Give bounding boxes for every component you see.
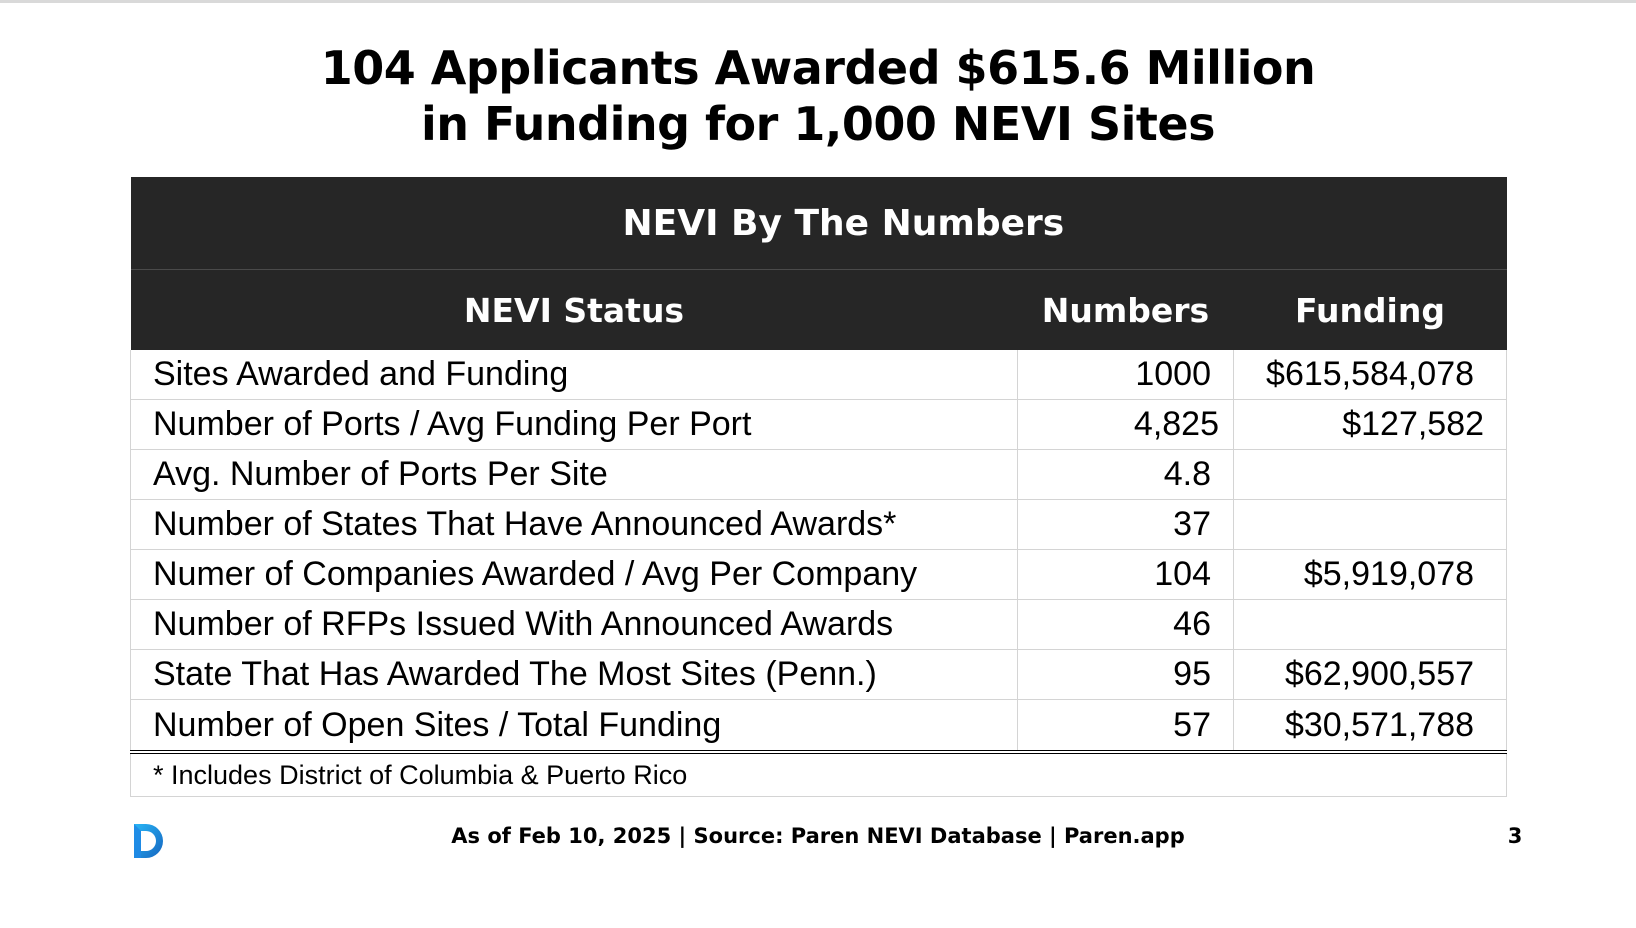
- row-number: 95: [1017, 649, 1234, 700]
- table-row: Numer of Companies Awarded / Avg Per Com…: [130, 549, 1508, 600]
- row-status: Number of Open Sites / Total Funding: [130, 699, 1018, 754]
- row-number: 57: [1017, 699, 1234, 754]
- table-row: Number of Open Sites / Total Funding 57 …: [130, 699, 1508, 754]
- header-nevi-status: NEVI Status: [130, 269, 1018, 350]
- row-number: 4,825: [1017, 399, 1234, 450]
- table-row: Sites Awarded and Funding 1000 $615,584,…: [130, 350, 1508, 400]
- table-row: Number of Ports / Avg Funding Per Port 4…: [130, 399, 1508, 450]
- header-funding: Funding: [1233, 269, 1507, 350]
- header-numbers: Numbers: [1017, 269, 1234, 350]
- table-row: Number of RFPs Issued With Announced Awa…: [130, 599, 1508, 650]
- row-status: Number of Ports / Avg Funding Per Port: [130, 399, 1018, 450]
- row-number: 1000: [1017, 350, 1234, 400]
- row-funding: $615,584,078: [1233, 350, 1508, 400]
- table-banner: NEVI By The Numbers: [130, 177, 1507, 270]
- row-status: Number of RFPs Issued With Announced Awa…: [130, 599, 1018, 650]
- row-funding: [1233, 599, 1508, 650]
- slide-title: 104 Applicants Awarded $615.6 Million in…: [0, 40, 1636, 152]
- row-funding: $62,900,557: [1233, 649, 1508, 700]
- top-rule: [0, 0, 1636, 3]
- row-status: Sites Awarded and Funding: [130, 350, 1018, 400]
- row-funding: [1233, 499, 1508, 550]
- footnote-row: * Includes District of Columbia & Puerto…: [129, 752, 1508, 797]
- nevi-by-the-numbers-table: NEVI By The Numbers NEVI Status Numbers …: [129, 177, 1508, 797]
- page-number: 3: [1507, 824, 1523, 848]
- slide-title-line-1: 104 Applicants Awarded $615.6 Million: [320, 41, 1316, 95]
- table-footnote: * Includes District of Columbia & Puerto…: [129, 752, 1508, 797]
- slide-title-line-2: in Funding for 1,000 NEVI Sites: [421, 97, 1216, 151]
- row-number: 46: [1017, 599, 1234, 650]
- row-status: Numer of Companies Awarded / Avg Per Com…: [130, 549, 1018, 600]
- table-row: Avg. Number of Ports Per Site 4.8: [130, 449, 1508, 500]
- row-status: Avg. Number of Ports Per Site: [130, 449, 1018, 500]
- slide-footer-source: As of Feb 10, 2025 | Source: Paren NEVI …: [451, 824, 1185, 848]
- row-funding: $127,582: [1233, 399, 1508, 450]
- row-status: State That Has Awarded The Most Sites (P…: [130, 649, 1018, 700]
- row-number: 4.8: [1017, 449, 1234, 500]
- row-number: 104: [1017, 549, 1234, 600]
- row-number: 37: [1017, 499, 1234, 550]
- nevi-table-container: NEVI By The Numbers NEVI Status Numbers …: [129, 177, 1508, 797]
- table-row: Number of States That Have Announced Awa…: [130, 499, 1508, 550]
- row-funding: $5,919,078: [1233, 549, 1508, 600]
- row-funding: $30,571,788: [1233, 699, 1508, 754]
- row-funding: [1233, 449, 1508, 500]
- table-row: State That Has Awarded The Most Sites (P…: [130, 649, 1508, 700]
- row-status: Number of States That Have Announced Awa…: [130, 499, 1018, 550]
- paren-logo-icon: [134, 824, 163, 858]
